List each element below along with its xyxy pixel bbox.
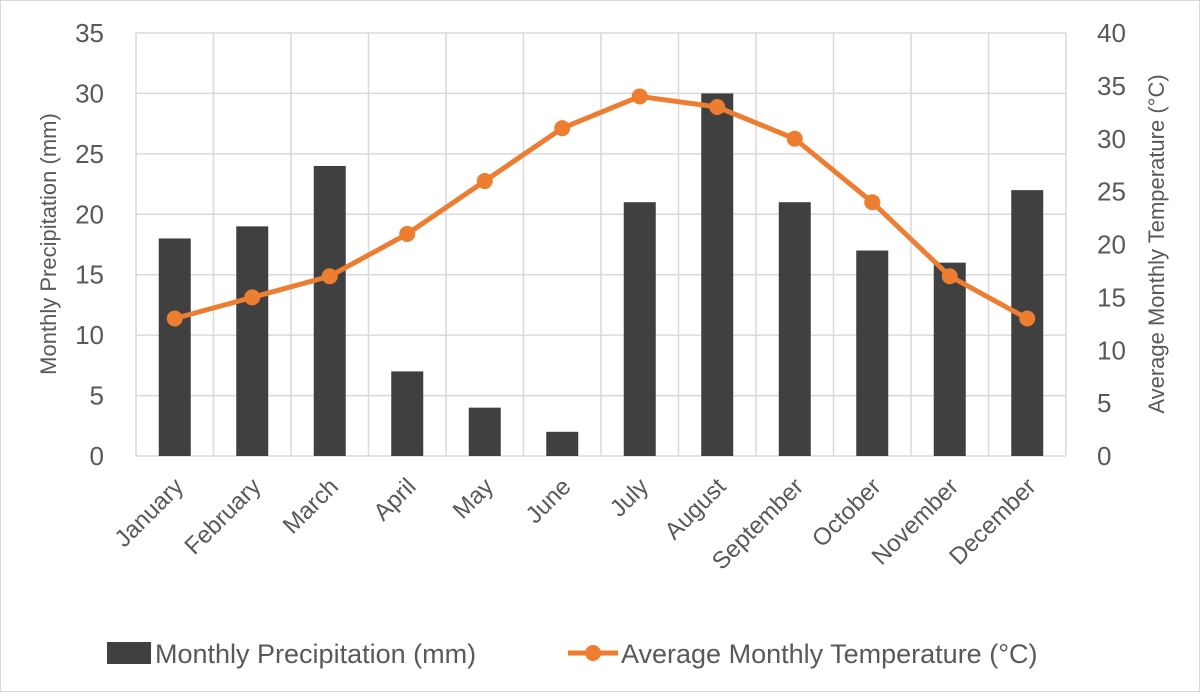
left-tick-label: 5 [90, 381, 104, 411]
temperature-point-december [1019, 310, 1036, 327]
right-tick-label: 10 [1097, 335, 1126, 365]
right-tick-label: 0 [1097, 441, 1111, 471]
bar-september [778, 202, 811, 456]
right-tick-label: 5 [1097, 388, 1111, 418]
bar-july [623, 202, 656, 456]
temperature-line [174, 93, 1029, 321]
left-axis-title: Monthly Precipitation (mm) [36, 113, 61, 375]
bar-march [313, 165, 346, 456]
left-tick-label: 25 [75, 139, 104, 169]
category-label-october: October [807, 473, 886, 552]
temperature-point-june [554, 120, 571, 137]
legend-label-precipitation: Monthly Precipitation (mm) [155, 639, 476, 669]
right-axis-ticks: 0 5 10 15 20 25 30 35 40 [1097, 18, 1126, 471]
legend-label-temperature: Average Monthly Temperature (°C) [621, 639, 1037, 669]
right-tick-label: 15 [1097, 282, 1126, 312]
temperature-point-september [786, 130, 803, 147]
temperature-point-february [244, 289, 261, 306]
left-tick-label: 30 [75, 78, 104, 108]
right-tick-label: 25 [1097, 177, 1126, 207]
category-label-august: August [660, 473, 732, 545]
bar-february [236, 226, 269, 456]
bar-january [158, 238, 191, 456]
legend-swatch-temperature-marker [585, 645, 601, 661]
category-label-june: June [521, 473, 577, 529]
temperature-point-april [399, 225, 416, 242]
right-tick-label: 30 [1097, 124, 1126, 154]
left-axis-ticks: 0 5 10 15 20 25 30 35 [75, 18, 104, 471]
left-tick-label: 10 [75, 320, 104, 350]
bar-november [933, 262, 966, 456]
category-label-march: March [278, 473, 344, 539]
left-tick-label: 15 [75, 260, 104, 290]
right-tick-label: 20 [1097, 230, 1126, 260]
left-tick-label: 20 [75, 199, 104, 229]
right-tick-label: 35 [1097, 71, 1126, 101]
legend: Monthly Precipitation (mm) Average Month… [107, 639, 1037, 669]
temperature-point-october [864, 194, 881, 211]
legend-swatch-precipitation [107, 642, 151, 664]
temperature-point-january [166, 310, 183, 327]
gridlines [135, 32, 1067, 457]
category-label-april: April [368, 473, 421, 526]
right-axis-title: Average Monthly Temperature (°C) [1144, 74, 1169, 413]
right-tick-label: 40 [1097, 18, 1126, 48]
left-tick-label: 0 [90, 441, 104, 471]
category-label-july: July [605, 473, 654, 522]
temperature-point-august [709, 99, 726, 116]
temperature-point-november [941, 268, 958, 285]
temperature-point-may [476, 173, 493, 190]
bar-october [856, 250, 889, 456]
bar-june [546, 431, 579, 456]
temperature-line-layer [166, 88, 1036, 327]
precipitation-bars [158, 93, 1044, 456]
bar-august [701, 93, 734, 456]
left-tick-label: 35 [75, 18, 104, 48]
category-label-may: May [448, 473, 499, 524]
bar-may [468, 407, 501, 456]
category-label-january: January [110, 473, 189, 552]
bar-april [391, 371, 424, 456]
temperature-point-march [321, 268, 338, 285]
temperature-point-july [631, 88, 648, 105]
category-label-february: February [179, 473, 266, 560]
